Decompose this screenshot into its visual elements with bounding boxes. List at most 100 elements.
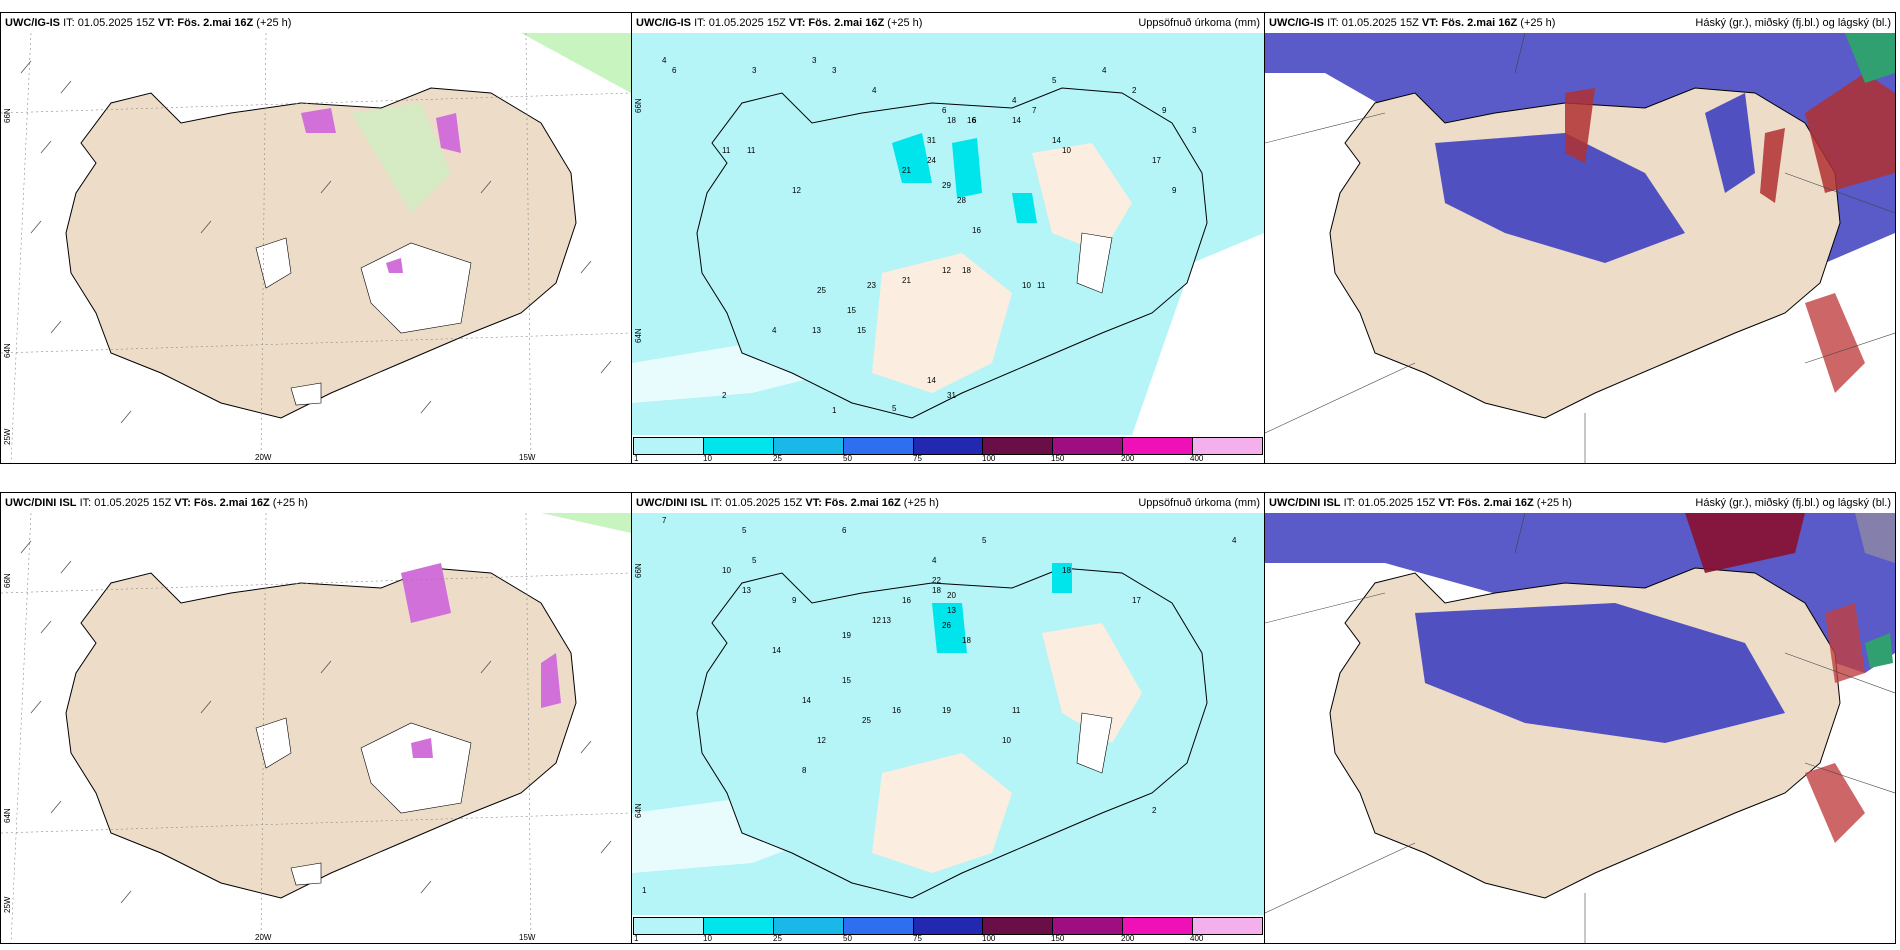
valid-time: VT: Fös. 2.mai 16Z: [805, 497, 901, 509]
svg-text:16: 16: [967, 116, 976, 125]
svg-text:4: 4: [872, 86, 877, 95]
svg-text:4: 4: [932, 556, 937, 565]
precip-legend: 1 10 25 50 75 100 150 200 400: [632, 915, 1264, 943]
glacier-white: [360, 722, 472, 814]
high-cloud: [1705, 93, 1755, 193]
legend-tick: 10: [703, 934, 712, 943]
svg-text:2: 2: [1132, 86, 1137, 95]
legend-tick: 200: [1121, 934, 1135, 943]
svg-text:10: 10: [1022, 281, 1031, 290]
svg-text:14: 14: [1052, 136, 1061, 145]
svg-text:5: 5: [752, 556, 757, 565]
svg-text:19: 19: [842, 631, 851, 640]
lat-label-64: 64N: [3, 343, 12, 358]
legend-swatch: [1193, 438, 1263, 454]
wind-map: [1, 513, 631, 943]
precip-cyan: [932, 603, 967, 653]
panel-header: UWC/DINI ISL IT: 01.05.2025 15Z VT: Fös.…: [1, 493, 631, 513]
wind-barbs: [20, 60, 612, 424]
svg-text:4: 4: [1232, 536, 1237, 545]
grid-lines: [1265, 33, 1895, 463]
wind-barbs: [20, 540, 612, 904]
legend-tick: 50: [843, 934, 852, 943]
panel-ig-clouds: UWC/IG-IS IT: 01.05.2025 15Z VT: Fös. 2.…: [1264, 12, 1896, 464]
lon-label-25: 25W: [3, 428, 12, 445]
legend-tick: 150: [1051, 934, 1065, 943]
svg-text:24: 24: [927, 156, 936, 165]
model-name: UWC/IG-IS: [636, 17, 691, 29]
svg-text:16: 16: [892, 706, 901, 715]
glacier-white: [255, 717, 292, 769]
green-shade: [541, 513, 631, 533]
svg-text:4: 4: [1012, 96, 1017, 105]
model-name: UWC/IG-IS: [5, 17, 60, 29]
svg-text:9: 9: [1172, 186, 1177, 195]
high-cloud: [1415, 603, 1785, 743]
svg-text:13: 13: [742, 586, 751, 595]
svg-text:4: 4: [662, 56, 667, 65]
svg-text:25: 25: [862, 716, 871, 725]
valid-time: VT: Fös. 2.mai 16Z: [1438, 497, 1534, 509]
lon-label-15: 15W: [519, 453, 536, 462]
panel-dini-clouds: UWC/DINI ISL IT: 01.05.2025 15Z VT: Fös.…: [1264, 492, 1896, 944]
svg-text:26: 26: [942, 621, 951, 630]
map-title: Uppsöfnuð úrkoma (mm): [1138, 17, 1260, 29]
legend-colorbar: [633, 437, 1263, 455]
svg-text:15: 15: [857, 326, 866, 335]
legend-swatch: [843, 438, 914, 454]
mid-cloud: [1805, 763, 1865, 843]
graticule: [1, 513, 631, 943]
svg-text:18: 18: [962, 636, 971, 645]
issue-time: IT: 01.05.2025 15Z: [63, 17, 155, 29]
shade-grey: [1855, 513, 1895, 563]
legend-swatch: [1193, 918, 1263, 934]
legend-ticks: 1 10 25 50 75 100 150 200 400: [633, 454, 1263, 463]
precip-purple: [301, 108, 336, 133]
lead-time: (+25 h): [903, 497, 939, 509]
graticule: [1, 33, 631, 463]
model-name: UWC/IG-IS: [1269, 17, 1324, 29]
svg-text:23: 23: [867, 281, 876, 290]
high-cloud: [1435, 133, 1685, 263]
glacier-white: [290, 862, 322, 886]
lead-time: (+25 h): [1520, 17, 1556, 29]
panel-dini-wind: UWC/DINI ISL IT: 01.05.2025 15Z VT: Fös.…: [0, 492, 632, 944]
issue-time: IT: 01.05.2025 15Z: [1343, 497, 1436, 509]
svg-text:4: 4: [1102, 66, 1107, 75]
legend-ticks: 1 10 25 50 75 100 150 200 400: [633, 934, 1263, 943]
svg-text:6: 6: [972, 116, 977, 125]
valid-time: VT: Fös. 2.mai 16Z: [788, 17, 885, 29]
svg-text:13: 13: [947, 606, 956, 615]
svg-text:10: 10: [1062, 146, 1071, 155]
svg-text:16: 16: [902, 596, 911, 605]
svg-text:18: 18: [932, 586, 941, 595]
wind-map-svg: [1, 33, 631, 463]
svg-text:11: 11: [1012, 706, 1021, 715]
svg-text:8: 8: [802, 766, 807, 775]
svg-text:3: 3: [752, 66, 757, 75]
legend-tick: 1: [634, 454, 639, 463]
svg-text:19: 19: [942, 706, 951, 715]
legend-tick: 400: [1190, 454, 1204, 463]
svg-text:17: 17: [1152, 156, 1161, 165]
legend-tick: 400: [1190, 934, 1204, 943]
legend-tick: 200: [1121, 454, 1135, 463]
precip-purple: [401, 563, 451, 623]
lat-label-64: 64N: [634, 328, 643, 343]
legend-tick: 150: [1051, 454, 1065, 463]
panel-header: UWC/DINI ISL IT: 01.05.2025 15Z VT: Fös.…: [632, 493, 1264, 513]
svg-text:14: 14: [1012, 116, 1021, 125]
mid-cloud: [1825, 603, 1865, 683]
svg-text:13: 13: [812, 326, 821, 335]
legend-swatch: [983, 438, 1054, 454]
wind-map: [1, 33, 631, 463]
low-cloud: [1865, 633, 1893, 668]
land-dry: [872, 753, 1012, 873]
legend-tick: 75: [913, 454, 922, 463]
cloud-map-svg: [1265, 513, 1895, 943]
precip-purple: [436, 113, 461, 153]
lat-label-64: 64N: [634, 803, 643, 818]
